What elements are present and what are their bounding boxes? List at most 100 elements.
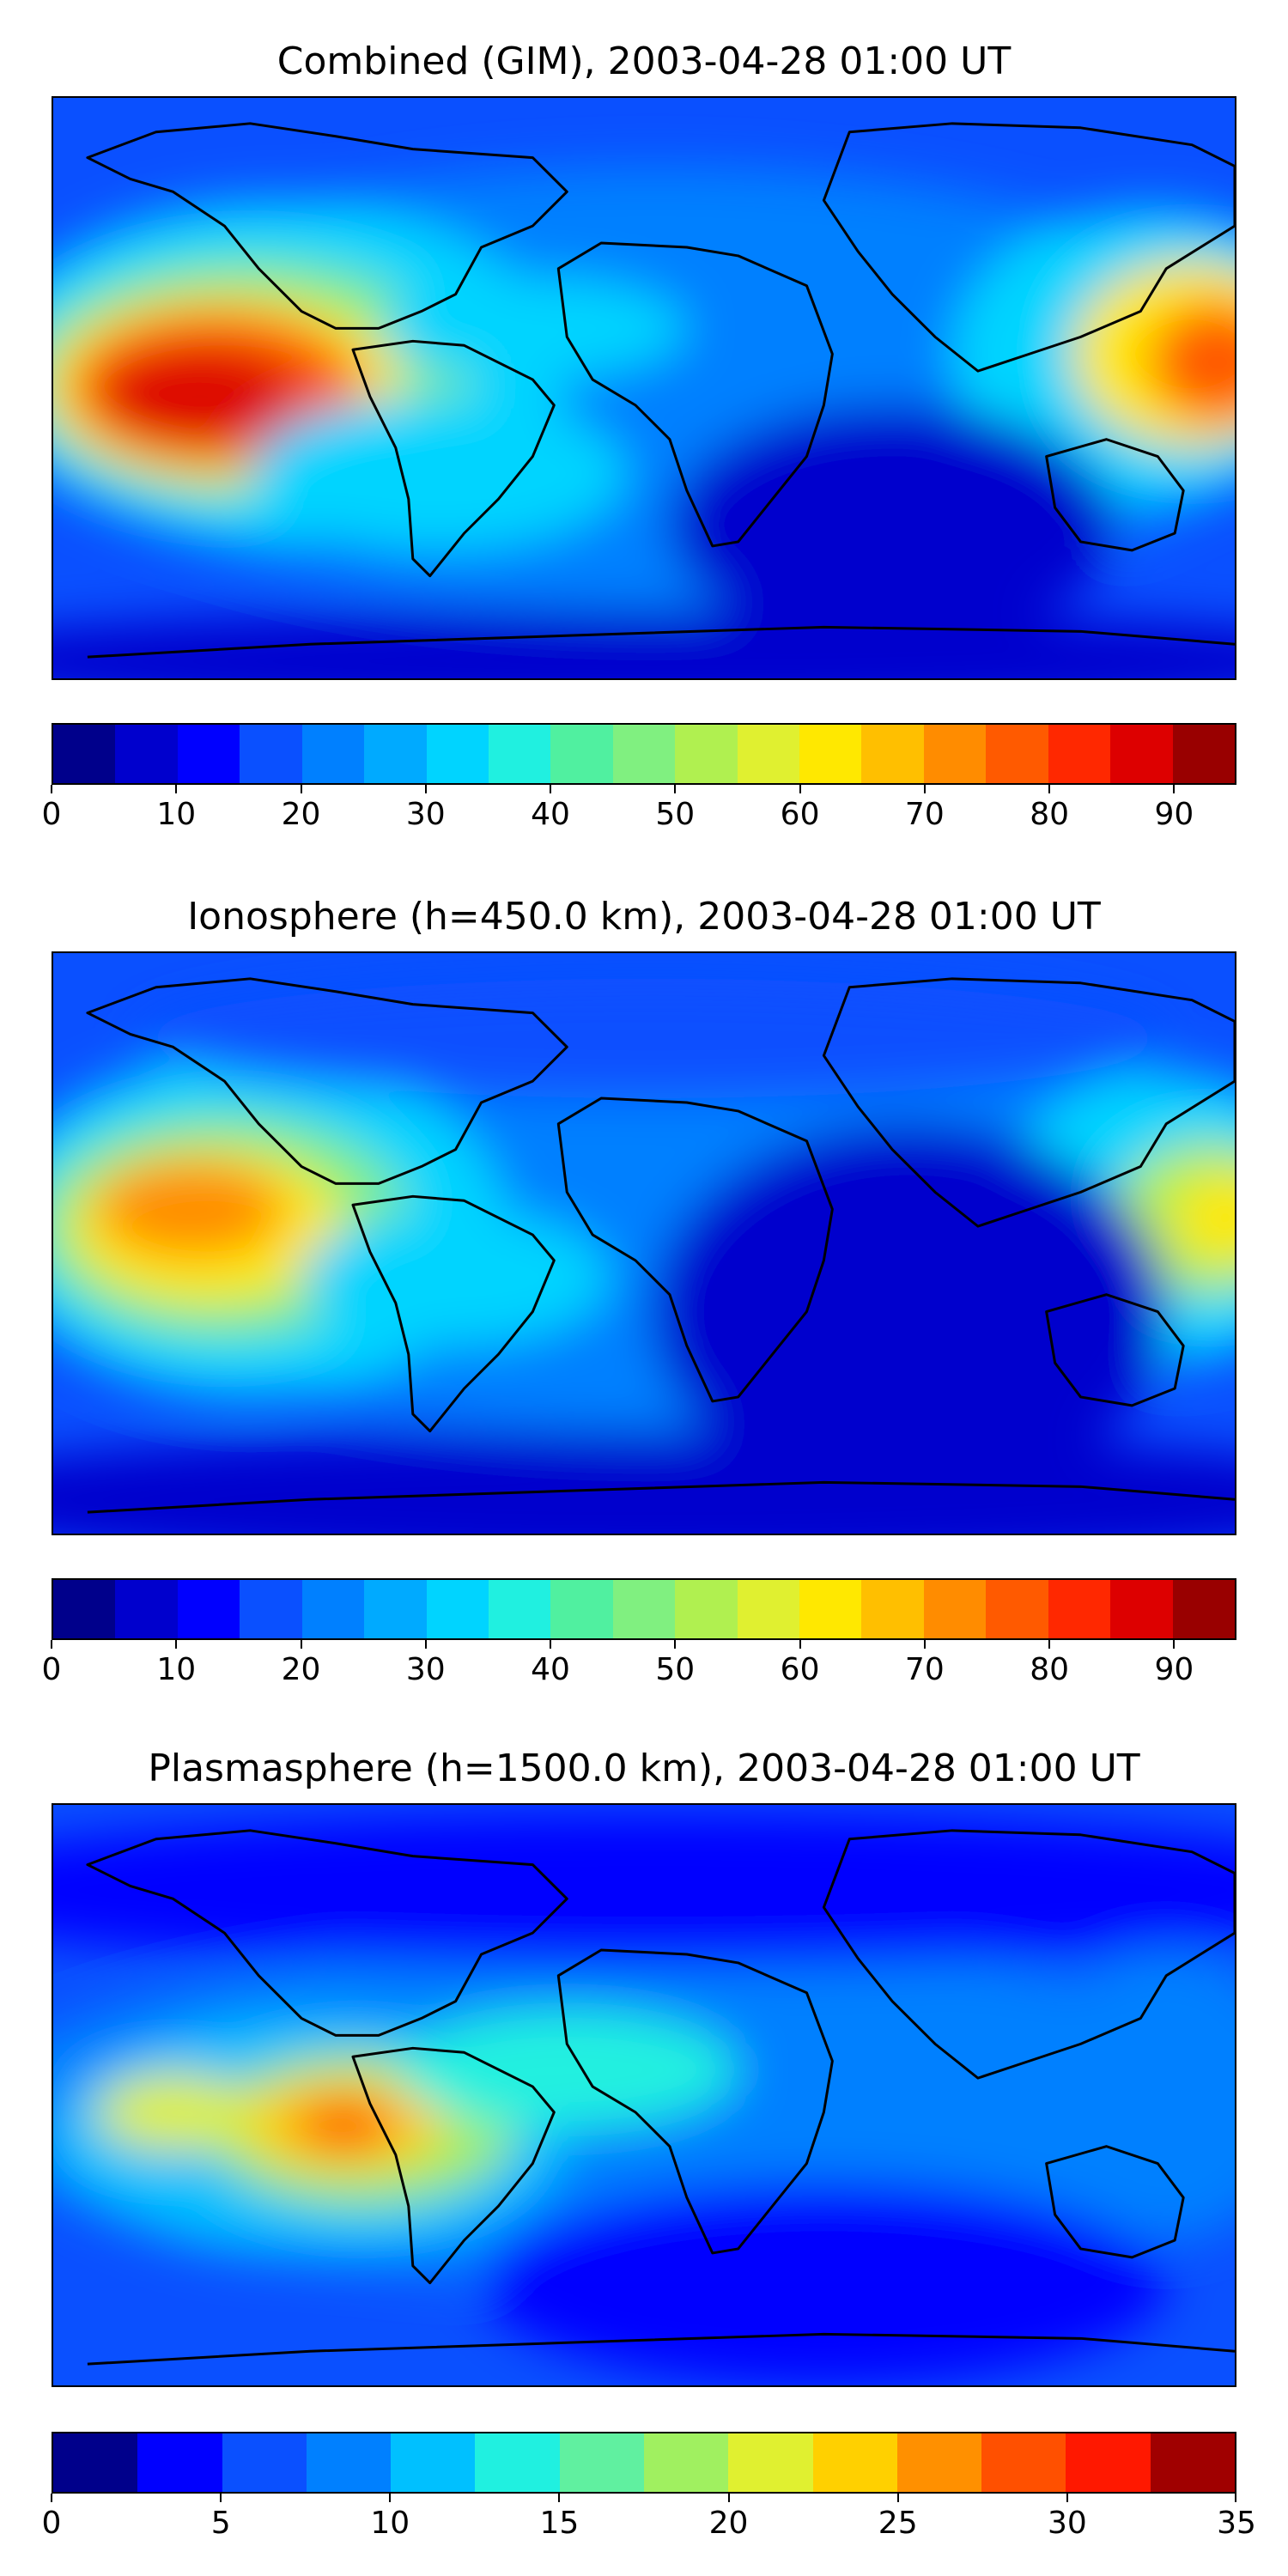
colorbar-segment (240, 725, 302, 783)
colorbar-segment (728, 2433, 813, 2492)
colorbar-segment (222, 2433, 307, 2492)
coastline (822, 122, 1235, 373)
map-canvas (53, 1805, 1235, 2385)
coastline (87, 2332, 1235, 2366)
colorbar-tick-label: 60 (780, 797, 820, 832)
colorbar-segment (799, 1580, 862, 1638)
colorbar-ticks: 0 10 20 30 40 50 60 70 80 90 (42, 785, 1236, 836)
coastlines (86, 1829, 1235, 2366)
colorbar-tick (550, 1640, 552, 1649)
coastline (86, 122, 568, 330)
colorbar-tick (896, 2494, 899, 2502)
colorbar-tick-label: 90 (1154, 1652, 1194, 1687)
colorbar-segment (675, 1580, 738, 1638)
colorbar-tick (300, 1640, 302, 1649)
colorbar-segment (861, 725, 924, 783)
colorbar-segment (1048, 1580, 1111, 1638)
tec-field (53, 166, 1235, 678)
colorbar-segment (737, 725, 800, 783)
colorbar-tick-label: 0 (41, 2506, 62, 2541)
colorbar-segment (1110, 1580, 1173, 1638)
map-canvas (53, 98, 1235, 678)
colorbar-tick-label: 70 (904, 1652, 945, 1687)
colorbar-tick (799, 785, 801, 793)
colorbar-ticks: 0 10 20 30 40 50 60 70 80 90 (42, 1640, 1236, 1692)
colorbar-segment (53, 2433, 138, 2492)
colorbar-tick (1173, 1640, 1176, 1649)
field-contour (293, 2099, 396, 2151)
colorbar-tick (1066, 2494, 1068, 2502)
colorbar-segment (675, 725, 738, 783)
colorbar-ticks: 0 5 10 15 20 25 30 35 (42, 2494, 1256, 2545)
colorbar-tick-label: 0 (41, 797, 62, 832)
colorbar-tick-label: 50 (655, 1652, 696, 1687)
coastline (1045, 1293, 1185, 1407)
colorbar-tick (220, 2494, 222, 2502)
colorbar-segment (488, 1580, 551, 1638)
colorbar-segment (488, 725, 551, 783)
colorbar-segment (301, 725, 365, 783)
field-contour (53, 610, 1235, 678)
coastline (822, 977, 1235, 1228)
colorbar-tick-label: 30 (1047, 2506, 1087, 2541)
colorbar-segment (137, 2433, 222, 2492)
field-contour (378, 276, 687, 380)
coastline (556, 1097, 834, 1403)
colorbar-tick (424, 785, 427, 793)
field-contour (301, 1209, 611, 1346)
colorbar-tick (175, 1640, 178, 1649)
colorbar-segment (391, 2433, 476, 2492)
colorbar-tick (1048, 1640, 1051, 1649)
colorbar-segment (177, 725, 240, 783)
colorbar-tick (558, 2494, 561, 2502)
colorbar-tick-label: 30 (405, 1652, 446, 1687)
colorbar (52, 1578, 1236, 1640)
colorbar-tick (51, 785, 52, 793)
map-canvas (53, 953, 1235, 1534)
tec-field (53, 978, 1235, 1534)
colorbar-segment (986, 725, 1048, 783)
colorbar-tick (1048, 785, 1051, 793)
colorbar-tick-label: 40 (531, 1652, 570, 1687)
coastline (1045, 438, 1185, 552)
colorbar-tick-label: 40 (531, 797, 570, 832)
coastline (86, 977, 568, 1185)
colorbar-tick (389, 2494, 392, 2502)
colorbar-segment (301, 1580, 365, 1638)
colorbar-segment (643, 2433, 729, 2492)
coastline (556, 241, 834, 548)
colorbar-tick-label: 20 (281, 797, 321, 832)
map-title: Plasmasphere (h=1500.0 km), 2003-04-28 0… (148, 1747, 1140, 1790)
colorbar-tick (51, 2494, 52, 2502)
colorbar-segment (896, 2433, 982, 2492)
colorbar-tick (550, 785, 552, 793)
coastline (556, 1948, 834, 2255)
colorbar-segment (550, 1580, 613, 1638)
colorbar (52, 723, 1236, 785)
colorbar-segment (364, 1580, 427, 1638)
coastline (351, 2046, 556, 2285)
colorbar-segment (475, 2433, 560, 2492)
colorbar-segment (612, 725, 676, 783)
colorbar-tick-label: 90 (1154, 797, 1194, 832)
colorbar-tick (51, 1640, 52, 1649)
colorbar-tick-label: 35 (1217, 2506, 1256, 2541)
field-contour (1029, 1950, 1235, 2240)
colorbar-tick-label: 80 (1030, 1652, 1069, 1687)
colorbar-tick (799, 1640, 801, 1649)
colorbar-segment (426, 1580, 489, 1638)
colorbar-tick-label: 25 (878, 2506, 918, 2541)
field-contour (95, 345, 302, 448)
colorbar-segment (550, 725, 613, 783)
coastline (86, 1829, 568, 2037)
colorbar-segment (812, 2433, 897, 2492)
colorbar-tick (300, 785, 302, 793)
colorbar-segment (923, 725, 987, 783)
colorbar-tick-label: 50 (655, 797, 696, 832)
colorbar-tick (674, 1640, 677, 1649)
coastlines (86, 977, 1235, 1514)
colorbar-tick (1173, 785, 1176, 793)
tec-map-ionosphere (52, 951, 1236, 1535)
field-contour (395, 2009, 738, 2129)
colorbar-segment (115, 725, 178, 783)
